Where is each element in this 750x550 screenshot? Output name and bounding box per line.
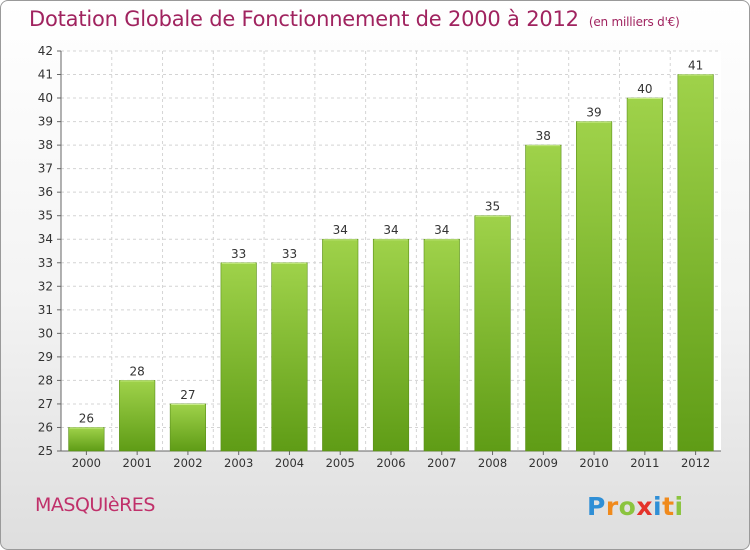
y-tick-label: 38 [38, 138, 53, 152]
town-name: MASQUIèRES [35, 494, 155, 516]
y-tick-label: 40 [38, 91, 53, 105]
x-tick-label: 2003 [224, 456, 253, 470]
data-label: 40 [637, 82, 652, 96]
y-tick-label: 35 [38, 209, 53, 223]
logo-letter: t [662, 492, 675, 521]
chart-title: Dotation Globale de Fonctionnement de 20… [29, 7, 680, 31]
bar [169, 403, 206, 452]
y-tick-label: 34 [38, 232, 53, 246]
x-tick-label: 2009 [529, 456, 558, 470]
y-tick-label: 32 [38, 279, 53, 293]
bar [119, 380, 156, 452]
x-tick-label: 2005 [326, 456, 355, 470]
y-tick-label: 39 [38, 115, 53, 129]
y-tick-label: 29 [38, 350, 53, 364]
chart-title-text: Dotation Globale de Fonctionnement de 20… [29, 7, 579, 31]
bar [271, 262, 308, 452]
x-tick-label: 2002 [173, 456, 202, 470]
bar [322, 238, 359, 452]
logo-letter: i [674, 492, 684, 521]
x-tick-label: 2001 [123, 456, 152, 470]
bar [220, 262, 257, 452]
y-tick-label: 37 [38, 162, 53, 176]
data-label: 33 [231, 247, 246, 261]
data-label: 35 [485, 200, 500, 214]
y-tick-label: 41 [38, 68, 53, 82]
bar [525, 144, 562, 452]
x-tick-label: 2004 [275, 456, 304, 470]
data-label: 38 [536, 129, 551, 143]
data-label: 27 [180, 388, 195, 402]
y-tick-label: 31 [38, 303, 53, 317]
data-label: 33 [282, 247, 297, 261]
y-tick-label: 33 [38, 256, 53, 270]
data-label: 26 [79, 411, 94, 425]
logo-letter: r [605, 492, 619, 521]
logo-letter: P [587, 492, 606, 521]
bar [474, 215, 511, 452]
data-label: 34 [383, 223, 398, 237]
y-tick-label: 36 [38, 185, 53, 199]
x-tick-label: 2010 [579, 456, 608, 470]
bar [423, 238, 460, 452]
bar [372, 238, 410, 452]
y-tick-label: 27 [38, 397, 53, 411]
x-tick-label: 2012 [681, 456, 710, 470]
x-tick-label: 2011 [630, 456, 659, 470]
y-tick-label: 28 [38, 373, 53, 387]
x-tick-label: 2008 [478, 456, 507, 470]
chart-subtitle: (en milliers d'€) [588, 15, 680, 29]
x-tick-label: 2000 [72, 456, 101, 470]
x-tick-label: 2006 [376, 456, 405, 470]
y-tick-label: 26 [38, 420, 53, 434]
bar-layer [68, 74, 714, 452]
data-label: 34 [333, 223, 348, 237]
y-tick-label: 30 [38, 326, 53, 340]
bar [626, 97, 663, 452]
x-tick-label: 2007 [427, 456, 456, 470]
y-tick-label: 42 [38, 44, 53, 58]
y-tick-label: 25 [38, 444, 53, 458]
data-label: 34 [434, 223, 449, 237]
bar [576, 121, 613, 452]
data-label: 39 [586, 106, 601, 120]
logo-letter: i [653, 492, 663, 521]
bar [68, 427, 105, 452]
logo-letter: o [618, 492, 637, 521]
label-layer: 26 2000 28 2001 27 2002 33 2003 33 2004 34 2005 34 20… [72, 59, 711, 470]
logo-letter: x [636, 492, 653, 521]
bar [677, 74, 714, 452]
data-label: 41 [688, 59, 703, 73]
data-label: 28 [130, 364, 145, 378]
proxiti-logo: Proxiti [587, 492, 684, 521]
